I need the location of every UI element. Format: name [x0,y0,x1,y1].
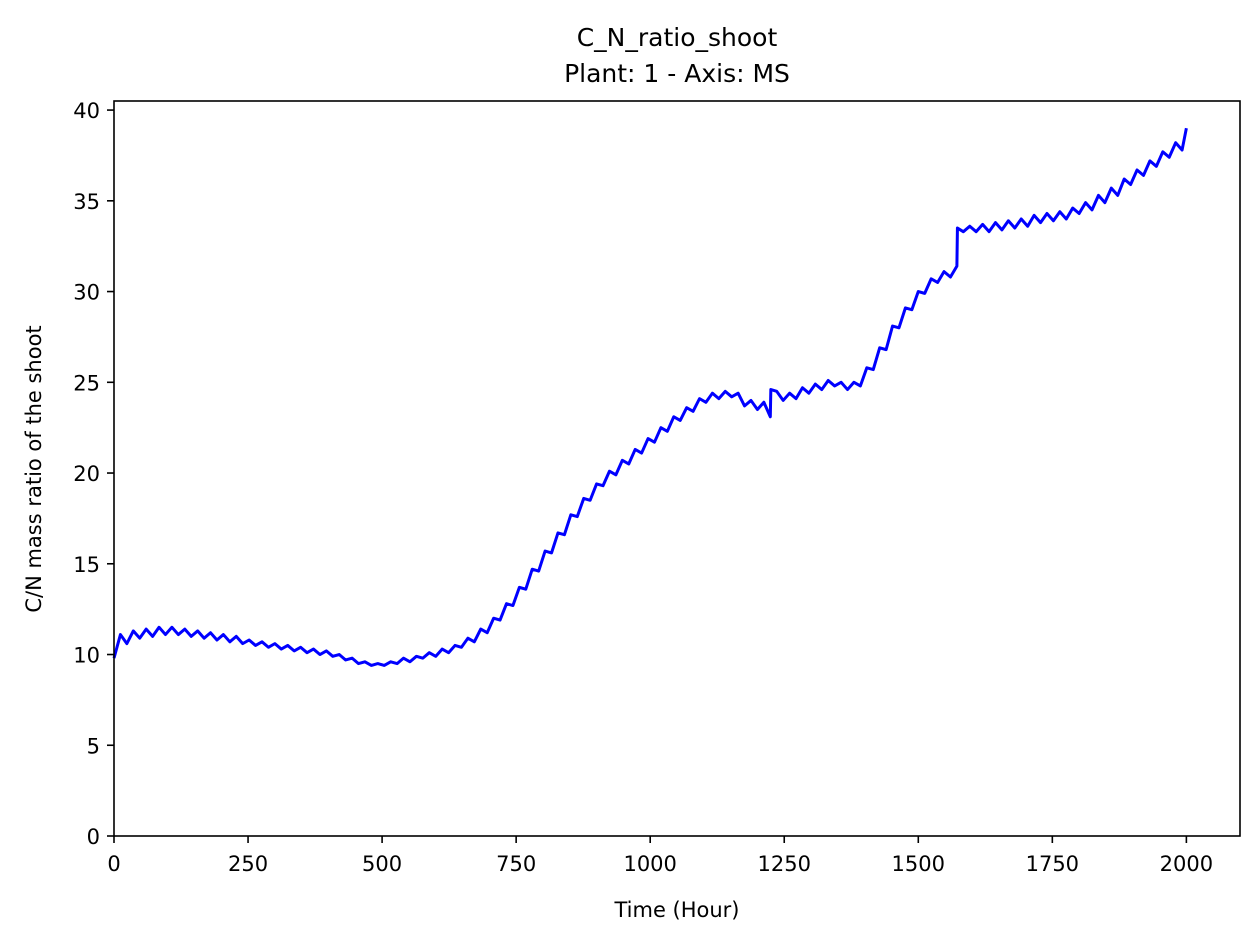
y-axis-ticks: 0 5 10 15 20 25 30 35 40 [73,99,114,849]
y-tick-label: 35 [73,190,100,214]
y-tick-label: 20 [73,462,100,486]
plot-area [112,100,1241,837]
y-tick-label: 40 [73,99,100,123]
chart-subtitle: Plant: 1 - Axis: MS [564,59,790,88]
series-line-0 [112,127,1188,667]
y-tick-label: 5 [87,734,100,758]
x-tick-label: 750 [496,852,536,876]
x-tick-label: 1750 [1026,852,1079,876]
x-tick-label: 2000 [1160,852,1213,876]
x-tick-label: 250 [228,852,268,876]
x-tick-label: 1500 [892,852,945,876]
y-tick-label: 30 [73,281,100,305]
x-tick-label: 1250 [758,852,811,876]
y-tick-label: 0 [87,825,100,849]
y-tick-label: 25 [73,371,100,395]
y-axis-label: C/N mass ratio of the shoot [22,325,46,612]
x-tick-label: 0 [107,852,120,876]
x-axis-ticks: 0 250 500 750 1000 1250 1500 1750 2000 [107,836,1213,876]
x-axis-label: Time (Hour) [613,898,739,922]
axes-frame [113,100,1241,837]
y-tick-label: 15 [73,553,100,577]
x-tick-label: 1000 [623,852,676,876]
x-tick-label: 500 [362,852,402,876]
chart-title: C_N_ratio_shoot [577,23,778,52]
y-tick-label: 10 [73,644,100,668]
